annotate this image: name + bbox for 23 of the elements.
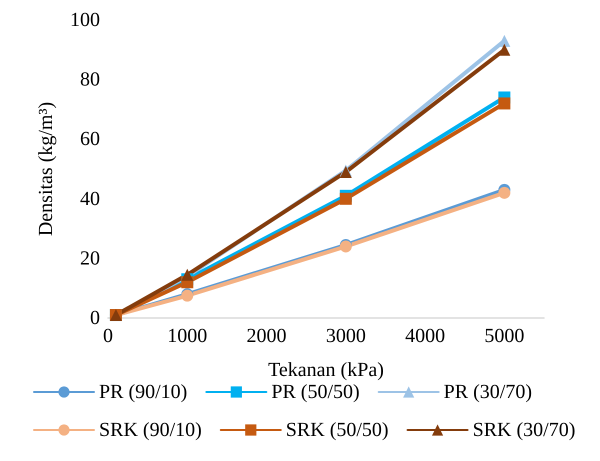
x-tick-label: 5000 [484,325,524,347]
legend-label: PR (90/10) [99,381,188,403]
legend-label: SRK (30/70) [472,419,576,441]
x-tick-label: 4000 [405,325,446,347]
point [340,192,352,205]
point [498,44,510,56]
point [498,97,510,110]
point [498,186,510,199]
y-tick-label: 40 [80,188,100,210]
legend-label: SRK (90/10) [99,419,202,441]
x-tick-label: 1000 [167,325,208,347]
x-axis-title: Tekanan (kPa) [268,359,384,381]
y-tick-label: 80 [80,68,100,91]
legend-label: SRK (50/50) [286,419,389,441]
y-tick-label: 0 [90,307,100,329]
x-tick-label: 2000 [246,325,287,347]
y-tick-label: 60 [80,128,100,150]
y-axis-title: Densitas (kg/m³) [35,102,57,236]
y-tick-label: 100 [70,9,100,31]
legend-label: PR (30/70) [444,381,532,403]
x-tick-label: 3000 [326,325,366,347]
y-tick-label: 20 [80,247,100,270]
legend-label: PR (50/50) [271,381,360,403]
